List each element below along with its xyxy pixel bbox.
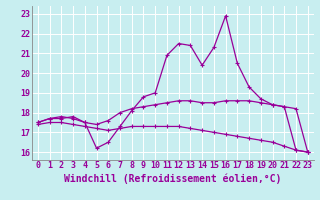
X-axis label: Windchill (Refroidissement éolien,°C): Windchill (Refroidissement éolien,°C) xyxy=(64,173,282,184)
